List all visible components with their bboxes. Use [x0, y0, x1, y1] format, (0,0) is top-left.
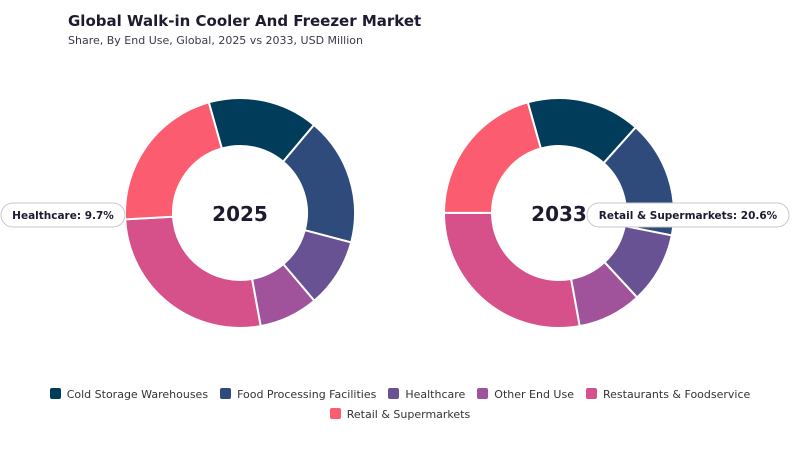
legend-item-healthcare[interactable]: Healthcare: [388, 385, 465, 405]
legend-swatch: [585, 388, 597, 399]
callout-tooltip: Retail & Supermarkets: 20.6%: [586, 202, 790, 228]
legend-label: Other End Use: [494, 388, 574, 401]
donut-slice-restaurants-foodservice-2033[interactable]: [442, 211, 581, 329]
donut-center-label: 2033: [531, 202, 587, 226]
legend-item-cold-storage-warehouses[interactable]: Cold Storage Warehouses: [49, 385, 209, 405]
legend-label: Food Processing Facilities: [237, 388, 377, 401]
callout-text: Healthcare: 9.7%: [12, 210, 114, 222]
legend-label: Retail & Supermarkets: [346, 408, 471, 421]
donut-slice-retail-supermarkets-2025[interactable]: [124, 101, 224, 221]
legend-label: Restaurants & Foodservice: [602, 388, 751, 401]
legend-label: Healthcare: [405, 388, 466, 401]
donut-slice-retail-supermarkets-2033[interactable]: [442, 101, 543, 214]
legend-swatch: [329, 408, 341, 419]
legend-swatch: [49, 388, 61, 399]
callout-tooltip: Healthcare: 9.7%: [0, 202, 126, 228]
legend-item-restaurants-foodservice[interactable]: Restaurants & Foodservice: [585, 385, 751, 405]
legend-item-retail-supermarkets[interactable]: Retail & Supermarkets: [329, 405, 471, 425]
chart-title: Global Walk-in Cooler And Freezer Market: [68, 12, 422, 30]
legend-item-food-processing-facilities[interactable]: Food Processing Facilities: [220, 385, 376, 405]
donut-slice-restaurants-foodservice-2025[interactable]: [124, 215, 262, 329]
callout-text: Retail & Supermarkets: 20.6%: [599, 210, 778, 222]
legend-swatch: [388, 388, 400, 399]
legend-swatch: [477, 388, 489, 399]
legend-item-other-end-use[interactable]: Other End Use: [477, 385, 574, 405]
chart-subtitle: Share, By End Use, Global, 2025 vs 2033,…: [68, 34, 363, 47]
donut-center-label: 2025: [212, 202, 268, 226]
legend-label: Cold Storage Warehouses: [66, 388, 209, 401]
legend-swatch: [220, 388, 232, 399]
legend: Cold Storage Warehouses Food Processing F…: [40, 385, 760, 425]
